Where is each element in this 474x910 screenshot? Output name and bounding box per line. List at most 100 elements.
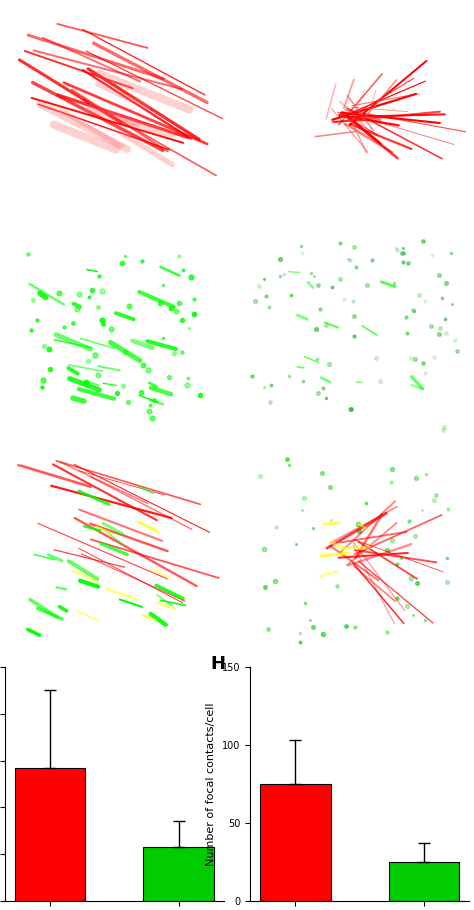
Point [121, 345, 128, 359]
Point [183, 378, 191, 392]
Text: C: C [12, 237, 25, 255]
Point [393, 557, 401, 571]
Point [151, 393, 158, 408]
Point [453, 343, 461, 358]
Point [251, 293, 259, 308]
Point [336, 272, 344, 287]
Point [301, 491, 308, 506]
Point [281, 267, 288, 281]
Point [156, 296, 164, 310]
Point [373, 351, 380, 366]
Point [401, 246, 408, 260]
Point [256, 469, 264, 483]
Point [82, 374, 90, 389]
Point [33, 312, 41, 327]
Point [387, 475, 395, 490]
Point [419, 234, 427, 248]
Point [148, 410, 156, 425]
Point [38, 379, 46, 394]
Point [196, 388, 204, 402]
Point [75, 287, 83, 301]
Point [276, 252, 284, 267]
Point [448, 297, 456, 311]
Point [297, 238, 305, 253]
Text: E: E [12, 456, 24, 474]
Point [405, 513, 413, 528]
Point [315, 278, 322, 293]
Point [296, 626, 303, 641]
Point [443, 575, 451, 590]
Point [312, 321, 319, 336]
Point [369, 253, 376, 268]
Point [355, 523, 363, 538]
Point [46, 342, 53, 357]
Point [403, 326, 411, 340]
Point [419, 503, 426, 518]
Point [85, 290, 93, 305]
Point [285, 369, 292, 383]
Point [325, 357, 332, 371]
Point [407, 350, 415, 365]
Point [398, 246, 406, 260]
Point [287, 288, 295, 303]
Point [146, 398, 154, 412]
Y-axis label: Number of focal contacts/cell: Number of focal contacts/cell [206, 703, 216, 865]
Point [46, 362, 54, 377]
Point [319, 466, 326, 480]
Point [285, 458, 293, 472]
Point [27, 323, 35, 338]
Point [328, 512, 335, 527]
Point [187, 269, 195, 284]
Point [415, 288, 422, 302]
Point [428, 319, 435, 334]
Point [24, 247, 32, 261]
Point [55, 286, 63, 300]
Point [437, 320, 444, 335]
Point [319, 380, 327, 395]
Point [421, 612, 429, 627]
Point [352, 259, 360, 274]
Point [172, 304, 180, 318]
Point [322, 390, 329, 405]
Point [296, 634, 304, 649]
Point [436, 327, 443, 341]
Point [91, 348, 99, 362]
Point [317, 302, 324, 317]
Point [137, 385, 145, 399]
Point [447, 246, 455, 260]
Point [301, 595, 309, 610]
Point [440, 420, 447, 434]
Point [186, 321, 193, 336]
Point [264, 622, 272, 636]
Point [412, 470, 419, 485]
Point [363, 278, 371, 292]
Point [73, 302, 81, 317]
Point [145, 363, 152, 378]
Point [414, 576, 421, 591]
Point [175, 297, 182, 311]
Point [260, 380, 268, 395]
Point [421, 294, 428, 308]
Point [444, 501, 452, 516]
Point [310, 268, 318, 283]
Point [266, 395, 274, 410]
Point [442, 276, 450, 290]
Point [349, 294, 356, 308]
Point [107, 321, 114, 336]
Text: D: D [246, 237, 261, 255]
Point [435, 268, 442, 282]
Point [403, 599, 410, 613]
Point [272, 520, 280, 534]
Point [376, 374, 383, 389]
Point [402, 309, 410, 324]
Point [422, 466, 430, 480]
Point [391, 276, 398, 290]
Point [299, 503, 306, 518]
Point [344, 251, 352, 266]
Point [313, 352, 321, 367]
Point [283, 451, 291, 466]
Bar [143, 847, 214, 901]
Point [393, 591, 401, 605]
Point [346, 253, 354, 268]
Point [334, 579, 341, 593]
